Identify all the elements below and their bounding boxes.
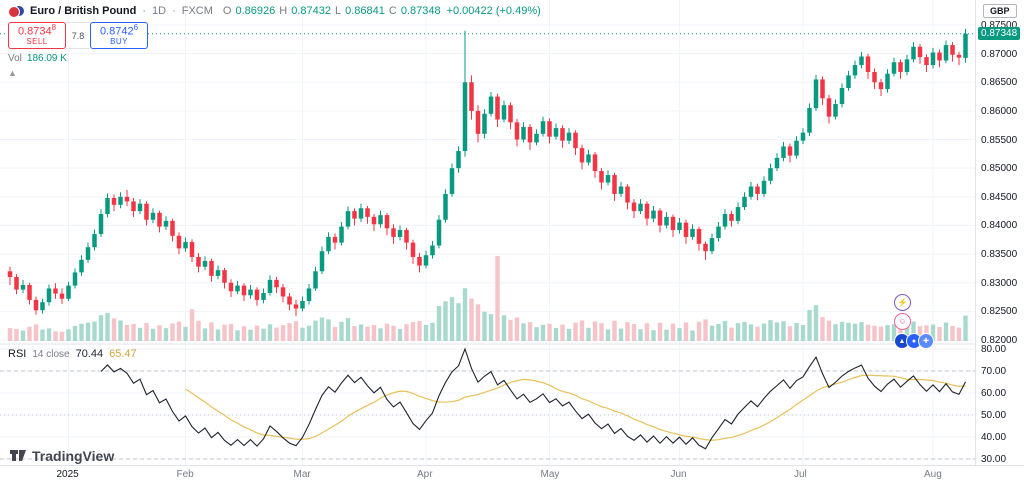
time-axis-label: May [540,469,560,480]
rsi-ma-value: 65.47 [109,348,137,360]
rsi-axis-label: 80.00 [981,344,1007,355]
rsi-axis-label: 30.00 [981,454,1007,465]
last-price-tag: 0.87348 [978,26,1021,40]
time-axis-label: Aug [924,469,942,480]
rsi-axis-label: 50.00 [981,410,1007,421]
rsi-name[interactable]: RSI [8,348,27,360]
rsi-line [100,347,966,450]
sell-price: 0.87348 [17,23,57,38]
price-axis[interactable]: GBP 0.87348 0.87500 0.87000 0.86500 0.86000… [975,0,1024,466]
close-label: C [388,5,397,17]
symbol-legend[interactable]: Euro / British Pound · 1D · FXCM O 0.8692… [8,5,541,18]
symbol-logo-icon [8,5,24,18]
open-value: 0.86926 [235,5,276,17]
time-axis[interactable]: 2025 Feb Mar Apr May Jun Jul Aug [0,465,1024,484]
price-axis-label: 0.83000 [981,277,1018,289]
collapse-arrow-icon[interactable]: ▲ [8,67,17,78]
volume-legend[interactable]: Vol 186.09 K [8,53,67,64]
rsi-params: 14 close [32,348,70,360]
emoji-icon[interactable]: ☺ [894,313,911,330]
gridlines [0,0,975,466]
order-panel: 0.87348 SELL 7.8 0.87426 BUY [8,22,148,49]
open-label: O [222,5,232,17]
ohlc-values: O 0.86926 H 0.87432 L 0.86841 C 0.87348 +0.0… [223,5,541,17]
price-axis-label: 0.83500 [981,249,1018,261]
currency-badge[interactable]: GBP [983,4,1017,18]
low-value: 0.86841 [345,5,385,17]
rsi-levels [0,370,975,460]
price-axis-label: 0.86500 [981,77,1018,89]
high-label: H [279,5,288,17]
lightning-icon[interactable]: ⚡ [894,294,911,311]
time-axis-label: Jun [670,469,687,480]
timeframe-label[interactable]: 1D [152,5,167,17]
price-axis-label: 0.86000 [981,105,1018,117]
time-axis-label: Jul [794,469,807,480]
rsi-ma-line [185,374,966,441]
buy-label: BUY [110,37,128,47]
volume-value: 186.09 K [26,53,67,64]
rsi-axis-label: 40.00 [981,432,1007,443]
price-axis-label: 0.85000 [981,163,1018,175]
time-axis-label: 2025 [56,469,79,480]
exchange-label[interactable]: FXCM [181,5,213,17]
time-axis-label: Apr [417,469,433,480]
rsi-legend[interactable]: RSI 14 close 70.44 65.47 [8,348,137,360]
sell-button[interactable]: 0.87348 SELL [8,22,66,49]
legend-separator: · [172,5,176,17]
tradingview-logo-icon [10,450,26,461]
low-label: L [334,5,342,17]
time-axis-label: Mar [293,469,311,480]
rsi-axis-label: 70.00 [981,366,1007,377]
tradingview-logo[interactable]: TradingView [10,447,114,464]
reactions-cluster[interactable]: ▲ ● ✚ [894,333,934,349]
price-axis-label: 0.85500 [981,134,1018,146]
close-value: 0.87348 [400,5,441,17]
price-axis-label: 0.87500 [981,20,1018,31]
tradingview-logo-text: TradingView [32,447,115,464]
buy-price: 0.87426 [99,23,139,38]
symbol-title[interactable]: Euro / British Pound [30,5,137,17]
quick-actions: ⚡ ☺ ▲ ● ✚ [894,294,940,349]
price-axis-label: 0.87000 [981,48,1018,60]
change-value: +0.00422 (+0.49%) [446,5,541,17]
price-axis-label: 0.84000 [981,220,1018,232]
time-axis-label: Feb [176,469,194,480]
volume-series [7,256,968,341]
legend-separator: · [142,5,147,17]
price-axis-label: 0.84500 [981,191,1018,203]
sell-label: SELL [26,37,48,47]
spread-value: 7.8 [66,22,90,49]
rsi-value: 70.44 [75,348,104,360]
buy-button[interactable]: 0.87426 BUY [90,22,148,49]
volume-label: Vol [8,53,22,64]
price-axis-label: 0.82000 [981,334,1018,346]
reaction-dot-icon[interactable]: ✚ [918,333,934,349]
high-value: 0.87432 [291,5,331,17]
candlestick-series [7,28,968,316]
price-axis-label: 0.82500 [981,306,1018,318]
rsi-axis-label: 60.00 [981,388,1007,399]
